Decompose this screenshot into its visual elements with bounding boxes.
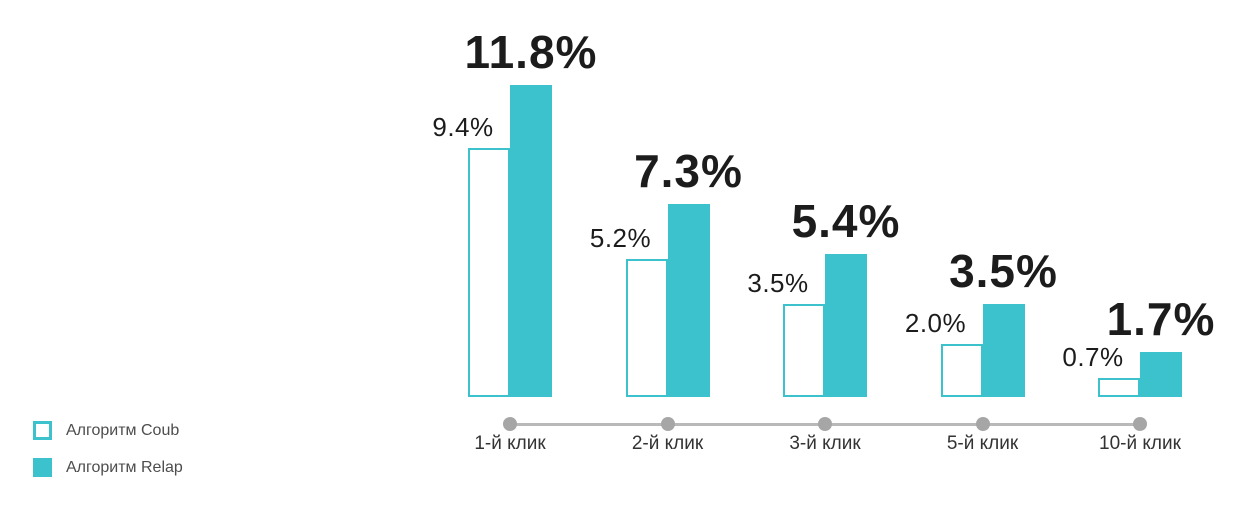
- bar-relap: [510, 85, 552, 397]
- x-axis-category-label: 5-й клик: [946, 433, 1019, 454]
- bar-coub: [468, 148, 510, 397]
- bar-relap: [825, 254, 867, 397]
- bar-coub: [940, 344, 983, 397]
- legend-item-coub: Алгоритм Coub: [33, 421, 183, 440]
- x-axis-dot: [1133, 417, 1147, 431]
- coub-outline-swatch-icon: [33, 421, 52, 440]
- relap-fill-swatch-icon: [33, 458, 52, 477]
- legend-label-coub: Алгоритм Coub: [66, 421, 180, 439]
- bar-coub: [783, 304, 825, 397]
- value-label-relap: 5.4%: [791, 195, 901, 247]
- value-label-relap: 1.7%: [1106, 293, 1216, 345]
- value-label-coub: 5.2%: [589, 223, 652, 253]
- x-axis-dot: [503, 417, 517, 431]
- x-axis-category-label: 2-й клик: [631, 433, 704, 454]
- bar-relap: [1140, 352, 1182, 397]
- value-label-coub: 2.0%: [904, 308, 967, 338]
- bar-coub: [1098, 378, 1140, 397]
- legend-label-relap: Алгоритм Relap: [66, 458, 183, 476]
- x-axis-category-label: 10-й клик: [1099, 433, 1181, 454]
- x-axis-dot: [975, 417, 990, 431]
- bar-relap: [982, 304, 1025, 397]
- value-label-coub: 9.4%: [432, 112, 494, 142]
- bar-coub: [625, 259, 668, 397]
- chart-legend: Алгоритм Coub Алгоритм Relap: [33, 421, 183, 495]
- value-label-relap: 3.5%: [949, 245, 1058, 297]
- legend-item-relap: Алгоритм Relap: [33, 458, 183, 477]
- value-label-relap: 11.8%: [464, 26, 598, 78]
- value-label-relap: 7.3%: [634, 145, 743, 197]
- x-axis-dot: [660, 417, 675, 431]
- x-axis-category-label: 1-й клик: [474, 433, 546, 454]
- value-label-coub: 3.5%: [747, 268, 809, 298]
- x-axis-dot: [818, 417, 832, 431]
- x-axis-category-label: 3-й клик: [789, 433, 861, 454]
- bar-relap: [667, 204, 710, 397]
- value-label-coub: 0.7%: [1062, 342, 1124, 372]
